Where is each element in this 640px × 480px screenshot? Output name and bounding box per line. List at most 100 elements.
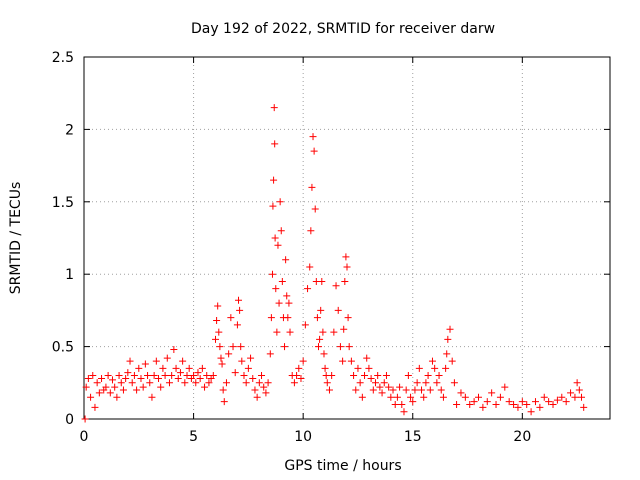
data-point xyxy=(536,403,544,411)
y-axis-label: SRMTID / TECUs xyxy=(8,182,24,295)
data-point xyxy=(558,393,566,401)
data-point xyxy=(290,379,298,387)
x-tick-label: 20 xyxy=(513,429,531,445)
data-point xyxy=(276,198,284,206)
data-point xyxy=(209,372,217,380)
data-point xyxy=(155,374,163,382)
data-point xyxy=(190,372,198,380)
data-point xyxy=(431,364,439,372)
data-point xyxy=(409,398,417,406)
data-point xyxy=(378,389,386,397)
data-point xyxy=(442,364,450,372)
data-point xyxy=(144,372,152,380)
data-point xyxy=(496,393,504,401)
data-point xyxy=(345,343,353,351)
data-point xyxy=(313,314,321,322)
data-point xyxy=(340,325,348,333)
data-point xyxy=(217,354,225,362)
data-point xyxy=(374,372,382,380)
data-point xyxy=(82,383,90,391)
data-point xyxy=(242,379,250,387)
data-point xyxy=(443,350,451,358)
data-point xyxy=(385,383,393,391)
data-point xyxy=(448,357,456,365)
data-point xyxy=(549,401,557,409)
data-point xyxy=(219,386,227,394)
data-point xyxy=(236,306,244,314)
data-point xyxy=(247,354,255,362)
data-point xyxy=(161,372,169,380)
data-point xyxy=(264,379,272,387)
data-point xyxy=(141,360,149,368)
x-tick-label: 5 xyxy=(189,429,198,445)
data-point xyxy=(407,393,415,401)
data-point xyxy=(271,140,279,148)
data-point xyxy=(95,389,103,397)
data-point xyxy=(168,372,176,380)
y-tick-label: 0.5 xyxy=(52,340,74,356)
data-point xyxy=(418,386,426,394)
data-point xyxy=(225,350,233,358)
data-point xyxy=(422,379,430,387)
data-point xyxy=(286,328,294,336)
data-point xyxy=(205,379,213,387)
data-point xyxy=(352,386,360,394)
data-point xyxy=(233,321,241,329)
data-point xyxy=(159,364,167,372)
x-tick-label: 15 xyxy=(404,429,422,445)
data-point xyxy=(271,234,279,242)
data-point xyxy=(365,364,373,372)
x-axis-label: GPS time / hours xyxy=(284,458,401,474)
y-tick-label: 0 xyxy=(65,412,74,428)
data-point xyxy=(400,408,408,416)
data-point xyxy=(285,299,293,307)
data-point xyxy=(277,227,285,235)
data-point xyxy=(344,314,352,322)
data-point xyxy=(198,364,206,372)
data-point xyxy=(238,357,246,365)
data-point xyxy=(185,364,193,372)
y-tick-label: 1 xyxy=(65,267,74,283)
data-point xyxy=(545,398,553,406)
data-point xyxy=(220,398,228,406)
data-point xyxy=(237,343,245,351)
data-point xyxy=(274,241,282,249)
data-point xyxy=(201,383,209,391)
data-point xyxy=(336,343,344,351)
data-point xyxy=(304,285,312,293)
data-point xyxy=(518,398,526,406)
data-point xyxy=(483,398,491,406)
data-point xyxy=(321,364,329,372)
data-point xyxy=(342,253,350,261)
data-point xyxy=(260,383,268,391)
data-point xyxy=(439,393,447,401)
data-point xyxy=(244,364,252,372)
data-point xyxy=(492,401,500,409)
data-point xyxy=(181,379,189,387)
data-point xyxy=(297,374,305,382)
data-point xyxy=(102,383,110,391)
grid xyxy=(84,57,610,419)
data-point xyxy=(415,364,423,372)
data-point xyxy=(466,401,474,409)
data-point xyxy=(575,386,583,394)
data-point xyxy=(435,372,443,380)
data-point xyxy=(137,374,145,382)
data-point xyxy=(126,357,134,365)
data-point xyxy=(216,343,224,351)
data-point xyxy=(251,386,259,394)
data-point xyxy=(268,270,276,278)
data-series xyxy=(81,104,588,423)
data-point xyxy=(98,374,106,382)
data-point xyxy=(278,277,286,285)
data-point xyxy=(446,325,454,333)
data-point xyxy=(163,354,171,362)
data-point xyxy=(262,389,270,397)
data-point xyxy=(361,372,369,380)
data-point xyxy=(393,393,401,401)
data-point xyxy=(266,350,274,358)
data-point xyxy=(214,302,222,310)
data-point xyxy=(371,379,379,387)
data-point xyxy=(514,403,522,411)
data-point xyxy=(367,374,375,382)
